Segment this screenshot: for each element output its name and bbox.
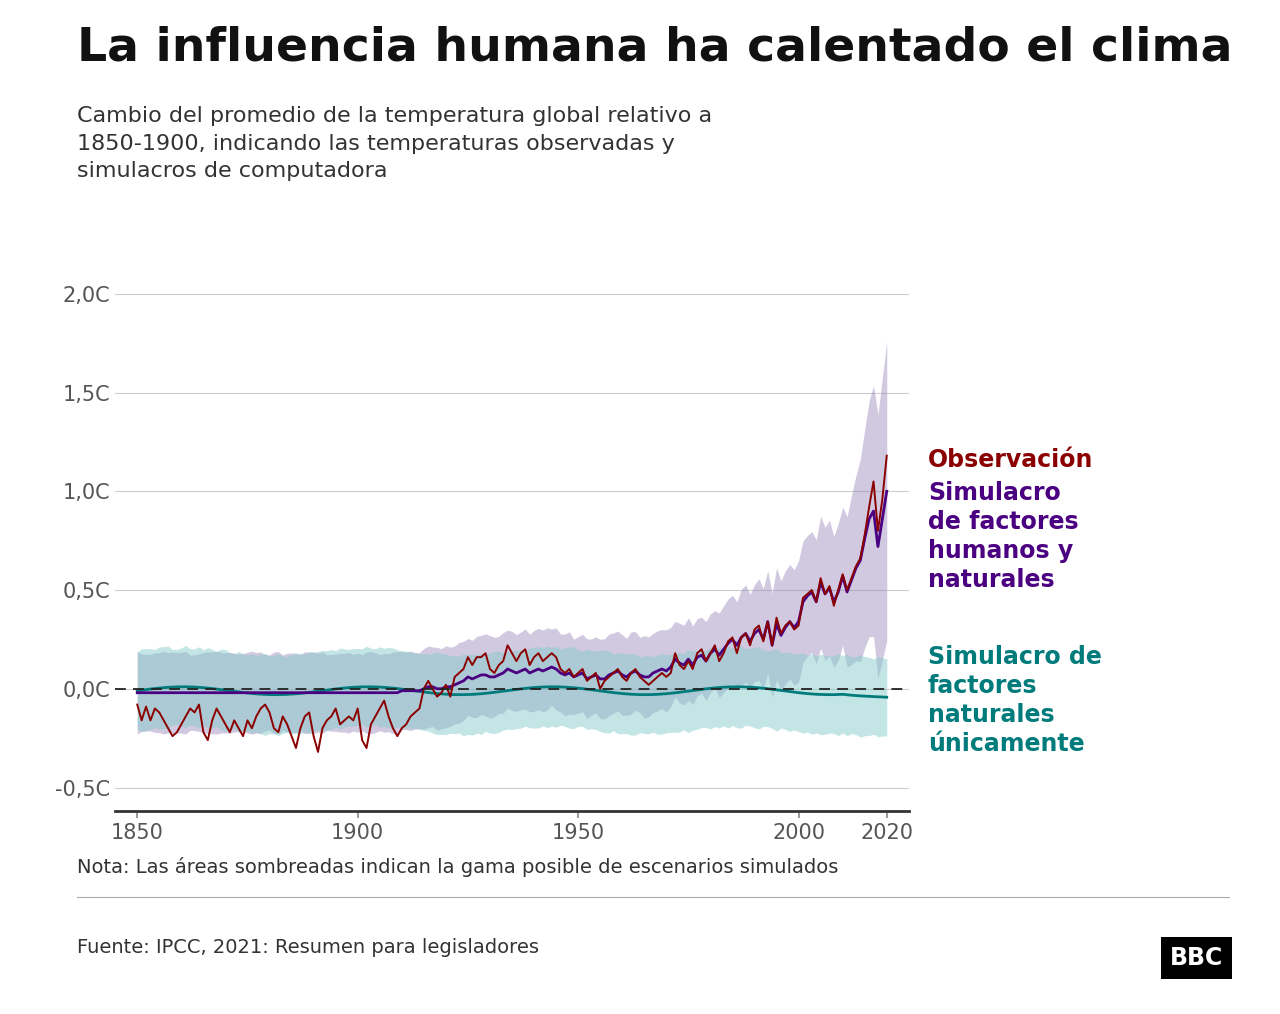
Text: Simulacro
de factores
humanos y
naturales: Simulacro de factores humanos y naturale… xyxy=(928,482,1079,591)
Text: Nota: Las áreas sombreadas indican la gama posible de escenarios simulados: Nota: Las áreas sombreadas indican la ga… xyxy=(77,857,838,877)
Text: BBC: BBC xyxy=(1170,946,1224,970)
Text: La influencia humana ha calentado el clima: La influencia humana ha calentado el cli… xyxy=(77,25,1233,70)
Text: Observación: Observación xyxy=(928,448,1093,472)
Text: Simulacro de
factores
naturales
únicamente: Simulacro de factores naturales únicamen… xyxy=(928,645,1102,755)
Text: Cambio del promedio de la temperatura global relativo a
1850-1900, indicando las: Cambio del promedio de la temperatura gl… xyxy=(77,106,712,180)
Text: Fuente: IPCC, 2021: Resumen para legisladores: Fuente: IPCC, 2021: Resumen para legisla… xyxy=(77,938,539,957)
